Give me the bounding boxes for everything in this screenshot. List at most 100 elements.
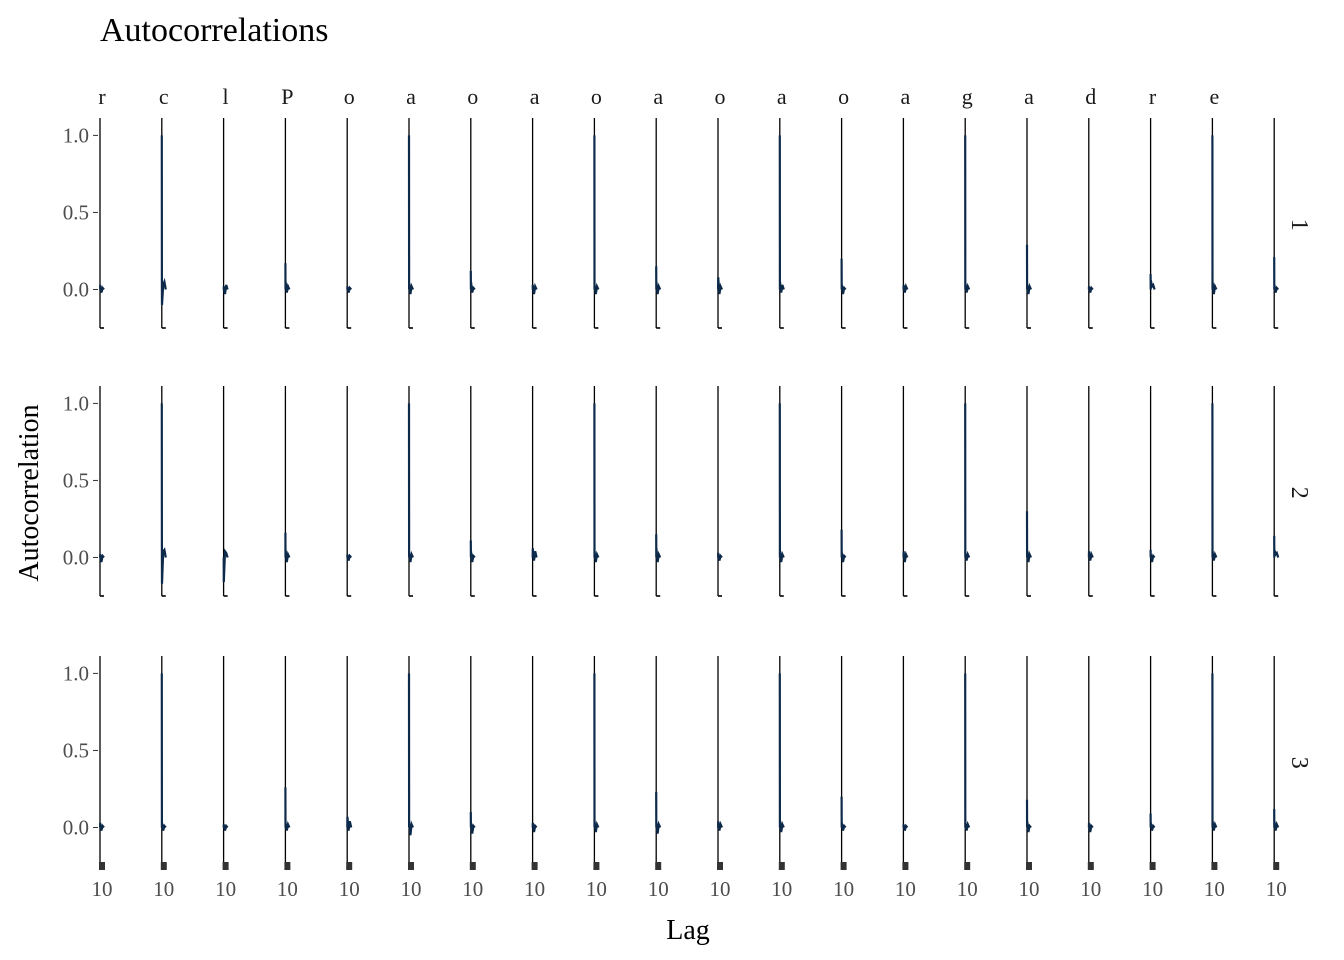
y-tick-label: 1.0	[63, 123, 89, 147]
acf-series-line	[469, 540, 476, 563]
y-tick-label: 1.0	[63, 391, 89, 415]
x-tick-marks	[1087, 862, 1094, 870]
x-tick-marks	[902, 862, 909, 870]
acf-series-line	[964, 135, 971, 293]
x-tick-label: 10	[1266, 877, 1287, 901]
column-strip-label: P	[281, 84, 293, 109]
acf-series-line	[655, 791, 662, 834]
x-tick-marks	[284, 862, 291, 870]
x-tick-label: 10	[1204, 877, 1225, 901]
acf-series-line	[902, 282, 909, 293]
acf-series-line	[778, 403, 785, 563]
acf-series-line	[469, 812, 476, 834]
acf-series-line	[1149, 549, 1156, 563]
x-tick-marks	[346, 862, 353, 870]
y-tick-label: 0.5	[63, 738, 89, 762]
row-strip-label: 1	[1286, 219, 1312, 231]
acf-series-line	[284, 532, 291, 563]
column-strip-label: a	[1024, 84, 1034, 109]
chart-title: Autocorrelations	[100, 12, 329, 49]
acf-series-line	[160, 673, 167, 831]
acf-series-line	[160, 403, 167, 584]
acf-series-line	[1025, 511, 1033, 563]
x-tick-marks	[1149, 862, 1156, 870]
acf-series-line	[1273, 535, 1280, 558]
column-strip-label: a	[406, 84, 416, 109]
y-tick-label: 0.0	[63, 815, 89, 839]
acf-series-line	[655, 534, 662, 563]
acf-series-line	[593, 403, 600, 563]
row-strip-label: 2	[1286, 487, 1312, 499]
column-strip-label: a	[777, 84, 787, 109]
acf-series-line	[99, 822, 105, 831]
acf-series-line	[1025, 799, 1032, 833]
x-tick-label: 10	[524, 877, 545, 901]
acf-series-line	[346, 816, 353, 831]
acf-series-line	[1273, 808, 1280, 831]
acf-series-line	[99, 553, 105, 563]
x-tick-marks	[469, 862, 476, 870]
acf-series-line	[222, 284, 229, 295]
x-tick-marks	[1273, 862, 1280, 870]
column-strip-label: a	[901, 84, 911, 109]
x-tick-marks	[1026, 862, 1032, 870]
acf-series-line	[1149, 274, 1156, 290]
x-tick-label: 10	[771, 877, 792, 901]
acf-series-line	[407, 135, 415, 295]
x-tick-label: 10	[710, 877, 731, 901]
acf-series-line	[222, 823, 229, 831]
acf-series-line	[964, 403, 971, 561]
acf-series-line	[1087, 285, 1094, 293]
y-tick-label: 0.0	[63, 277, 89, 301]
acf-series-line	[284, 263, 291, 293]
acf-series-line	[840, 796, 847, 831]
acf-series-line	[1087, 550, 1094, 561]
acf-series-line	[160, 135, 167, 305]
acf-series-line	[964, 673, 971, 831]
column-strip-label: e	[1210, 84, 1220, 109]
x-tick-marks	[840, 862, 847, 870]
x-tick-marks	[222, 862, 229, 870]
x-tick-marks	[160, 862, 167, 870]
acf-series-line	[1025, 244, 1033, 295]
acf-series-line	[1087, 822, 1094, 833]
x-tick-label: 10	[462, 877, 483, 901]
x-tick-label: 10	[153, 877, 174, 901]
column-strip-label: d	[1085, 84, 1096, 109]
column-strip-label: r	[1149, 84, 1157, 109]
acf-series-line	[902, 823, 909, 831]
x-tick-label: 10	[895, 877, 916, 901]
x-tick-marks	[531, 862, 538, 870]
column-strip-label: c	[159, 84, 169, 109]
x-tick-marks	[99, 862, 105, 870]
column-strip-label: a	[653, 84, 663, 109]
x-tick-marks	[593, 862, 600, 870]
x-tick-label: 10	[957, 877, 978, 901]
acf-series-line	[1273, 257, 1280, 293]
acf-series-line	[778, 673, 785, 833]
acf-series-line	[902, 550, 909, 563]
acf-series-line	[1211, 403, 1218, 561]
column-strip-label: o	[344, 84, 355, 109]
x-tick-marks	[408, 862, 414, 870]
acf-series-line	[284, 787, 291, 831]
column-strip-label: o	[591, 84, 602, 109]
x-tick-marks	[1211, 862, 1218, 870]
x-tick-label: 10	[277, 877, 298, 901]
column-strip-label: g	[962, 84, 973, 109]
x-tick-marks	[655, 862, 662, 870]
acf-series-line	[346, 285, 353, 293]
x-tick-marks	[964, 862, 971, 870]
acf-series-line	[778, 135, 785, 293]
acf-series-line	[593, 673, 600, 833]
acf-series-line	[99, 284, 105, 293]
y-tick-label: 0.5	[63, 200, 89, 224]
y-axis-title: Autocorrelation	[14, 404, 45, 581]
acf-series-line	[1211, 135, 1218, 295]
y-tick-label: 0.5	[63, 468, 89, 492]
acf-series-line	[840, 529, 847, 563]
acf-series-line	[717, 552, 723, 561]
x-tick-label: 10	[215, 877, 236, 901]
x-tick-label: 10	[833, 877, 854, 901]
